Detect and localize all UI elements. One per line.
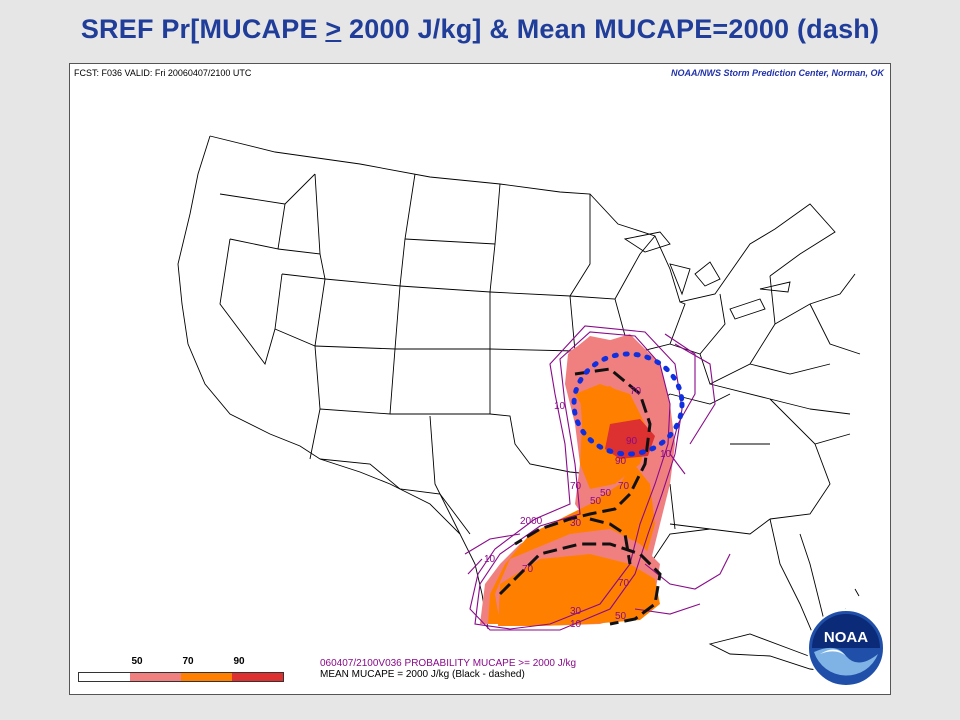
legend-swatch-lt-50 (79, 673, 130, 681)
legend-swatch-70 (181, 673, 232, 681)
noaa-logo: NOAA (807, 609, 885, 687)
prob-90-region (605, 419, 655, 459)
contour-label: 70 (630, 386, 642, 397)
contour-label: 50 (615, 611, 627, 622)
contour-label: 10 (484, 554, 496, 565)
title-prefix: SREF Pr[MUCAPE (80, 14, 326, 44)
contour-label: 90 (615, 456, 627, 467)
legend-labels: 50 70 90 (78, 656, 282, 670)
legend-label: 50 (131, 656, 143, 667)
map-caption: 060407/2100V036 PROBABILITY MUCAPE >= 20… (320, 658, 576, 680)
contour-label: 70 (618, 481, 630, 492)
highlight-oval (571, 351, 685, 457)
legend-swatch-90 (232, 673, 283, 681)
prob-70-gulf-band (498, 554, 660, 626)
contour-label: 30 (570, 606, 582, 617)
contour-label: 10 (570, 619, 582, 630)
caption-probability: 060407/2100V036 PROBABILITY MUCAPE >= 20… (320, 658, 577, 669)
forecast-valid-time: FCST: F036 VALID: Fri 20060407/2100 UTC (74, 68, 252, 78)
contour-label: 50 (590, 496, 602, 507)
caption-mean: MEAN MUCAPE = 2000 J/kg (Black - dashed) (320, 669, 525, 680)
contour-label: 2000 (520, 516, 543, 527)
contour-label: 70 (522, 564, 534, 575)
legend-color-bar (78, 672, 284, 682)
title-ge-symbol: > (325, 14, 342, 44)
map-panel: 10 50 70 90 2000 30 70 10 70 50 70 30 10… (69, 63, 891, 695)
legend-swatch-50 (130, 673, 181, 681)
page-title: SREF Pr[MUCAPE > 2000 J/kg] & Mean MUCAP… (0, 14, 960, 45)
contour-label: 50 (600, 488, 612, 499)
contour-label: 70 (618, 578, 630, 589)
legend-label: 70 (182, 656, 194, 667)
title-suffix: 2000 J/kg] & Mean MUCAPE=2000 (dash) (341, 14, 880, 44)
probability-shading (480, 334, 675, 626)
contour-label: 10 (660, 449, 672, 460)
contour-label-group: 10 50 70 90 2000 30 70 10 70 50 70 30 10… (484, 386, 672, 630)
map-canvas: 10 50 70 90 2000 30 70 10 70 50 70 30 10… (177, 135, 861, 675)
noaa-logo-text: NOAA (824, 629, 868, 646)
contour-label: 30 (570, 518, 582, 529)
mean-mucape-2000-line (498, 367, 662, 626)
contour-label: 90 (626, 436, 638, 447)
agency-credit: NOAA/NWS Storm Prediction Center, Norman… (670, 68, 884, 78)
contour-label: 10 (554, 401, 566, 412)
legend-label: 90 (233, 656, 245, 667)
contour-label: 70 (570, 481, 582, 492)
